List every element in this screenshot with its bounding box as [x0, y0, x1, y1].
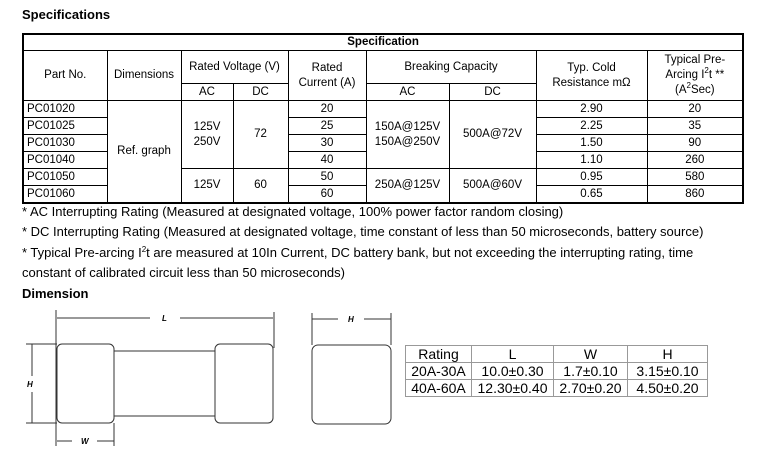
- table-row: PC01020 Ref. graph 125V 250V 72 20 150A@125V …: [22, 100, 744, 204]
- dimensions-cell: Ref. graph: [106, 100, 182, 204]
- dim-cell: 20A-30A: [405, 362, 472, 380]
- note-i2t: * Typical Pre-arcing I2t are measured at…: [22, 245, 694, 260]
- dim-header: W: [553, 345, 628, 363]
- header-row: Rating L W H: [405, 345, 708, 363]
- resistance-cell: 1.10: [535, 151, 648, 169]
- table-row: PC01060 60 0.65 860: [22, 185, 744, 204]
- current-cell: 40: [287, 151, 367, 169]
- voltage-dc-cell: 72: [232, 100, 289, 169]
- dim-header: H: [627, 345, 708, 363]
- header-cold-resistance: Typ. Cold Resistance mΩ: [535, 50, 648, 101]
- label-W: W: [81, 437, 90, 446]
- current-cell: 50: [287, 168, 367, 186]
- dim-cell: 4.50±0.20: [627, 379, 708, 397]
- header-i2t: Typical Pre-Arcing I2t **(A2Sec): [646, 50, 744, 101]
- note-i2t-cont: constant of calibrated circuit less than…: [22, 265, 345, 280]
- label-L: L: [162, 314, 167, 323]
- part-number-cell: PC01020: [22, 100, 108, 118]
- label-H: H: [27, 380, 33, 389]
- breaking-ac-cell: 250A@125V: [365, 168, 450, 204]
- part-number-cell: PC01025: [22, 117, 108, 135]
- header-breaking-capacity: Breaking Capacity: [365, 50, 537, 84]
- part-number-cell: PC01030: [22, 134, 108, 152]
- fuse-end-view: [311, 313, 392, 425]
- dimension-table: Rating L W H 20A-30A 10.0±0.30 1.7±0.10 3.15±0.…: [405, 345, 708, 397]
- dim-cell: 1.7±0.10: [553, 362, 628, 380]
- specification-table: Specification Part No. Dimensions Rated …: [22, 33, 745, 204]
- header-voltage-dc: DC: [232, 83, 289, 101]
- resistance-cell: 0.95: [535, 168, 648, 186]
- table-row: 20A-30A 10.0±0.30 1.7±0.10 3.15±0.10: [405, 362, 708, 380]
- header-dimensions: Dimensions: [106, 50, 182, 101]
- table-row: 40A-60A 12.30±0.40 2.70±0.20 4.50±0.20: [405, 379, 708, 397]
- i2t-cell: 860: [646, 185, 744, 204]
- fuse-side-view: [26, 310, 275, 446]
- resistance-cell: 0.65: [535, 185, 648, 204]
- voltage-ac-cell: 125V 250V: [180, 100, 234, 169]
- label-H-end: H: [348, 315, 354, 324]
- table-row: PC01040 40 1.10 260: [22, 151, 744, 169]
- dim-header: Rating: [405, 345, 472, 363]
- dim-header: L: [471, 345, 554, 363]
- i2t-cell: 580: [646, 168, 744, 186]
- dim-cell: 3.15±0.10: [627, 362, 708, 380]
- part-number-cell: PC01050: [22, 168, 108, 186]
- dim-cell: 12.30±0.40: [471, 379, 554, 397]
- dimension-heading: Dimension: [22, 286, 89, 301]
- specifications-heading: Specifications: [22, 7, 111, 22]
- note-ac: * AC Interrupting Rating (Measured at de…: [22, 204, 564, 219]
- dim-cell: 10.0±0.30: [471, 362, 554, 380]
- header-rated-voltage: Rated Voltage (V): [180, 50, 289, 84]
- header-part-no: Part No.: [22, 50, 108, 101]
- note-dc: * DC Interrupting Rating (Measured at de…: [22, 224, 704, 239]
- breaking-dc-cell: 500A@72V: [448, 100, 537, 169]
- current-cell: 25: [287, 117, 367, 135]
- dim-cell: 2.70±0.20: [553, 379, 628, 397]
- part-number-cell: PC01060: [22, 185, 108, 204]
- dim-cell: 40A-60A: [405, 379, 472, 397]
- resistance-cell: 2.25: [535, 117, 648, 135]
- current-cell: 60: [287, 185, 367, 204]
- table-row: PC01025 25 2.25 35: [22, 117, 744, 135]
- table-row: PC01050 125V 60 50 250A@125V 500A@60V 0.95 580: [22, 168, 744, 204]
- breaking-ac-cell: 150A@125V 150A@250V: [365, 100, 450, 169]
